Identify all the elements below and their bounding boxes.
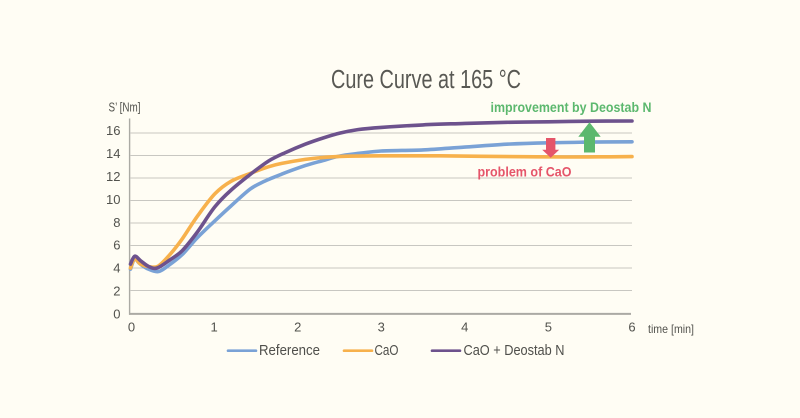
svg-text:1: 1 xyxy=(210,319,217,334)
svg-text:Reference: Reference xyxy=(259,343,320,359)
svg-text:6: 6 xyxy=(628,319,635,334)
svg-text:4: 4 xyxy=(113,261,120,276)
svg-text:12: 12 xyxy=(106,169,120,184)
svg-text:CaO + Deostab N: CaO + Deostab N xyxy=(464,343,565,359)
svg-text:problem of CaO: problem of CaO xyxy=(478,165,572,180)
svg-text:0: 0 xyxy=(113,306,120,321)
svg-text:8: 8 xyxy=(113,215,120,230)
svg-text:CaO: CaO xyxy=(375,343,399,359)
svg-text:16: 16 xyxy=(106,123,120,138)
svg-text:5: 5 xyxy=(545,319,552,334)
svg-text:10: 10 xyxy=(106,192,120,207)
svg-text:improvement by Deostab N: improvement by Deostab N xyxy=(491,100,652,115)
svg-text:0: 0 xyxy=(128,319,135,334)
svg-text:2: 2 xyxy=(113,284,120,299)
svg-text:S’ [Nm]: S’ [Nm] xyxy=(109,101,141,115)
svg-text:14: 14 xyxy=(106,146,120,161)
svg-text:6: 6 xyxy=(113,238,120,253)
svg-text:4: 4 xyxy=(461,319,468,334)
svg-text:3: 3 xyxy=(378,319,385,334)
svg-text:Cure Curve at 165 °C: Cure Curve at 165 °C xyxy=(331,66,521,94)
svg-text:time [min]: time [min] xyxy=(648,322,694,336)
svg-text:2: 2 xyxy=(294,319,301,334)
